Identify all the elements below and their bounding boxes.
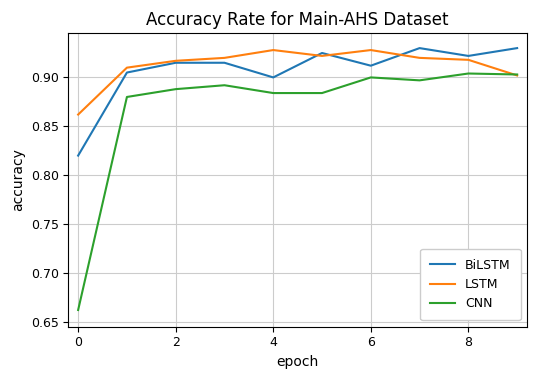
CNN bbox=[75, 308, 81, 312]
BiLSTM bbox=[221, 60, 228, 65]
LSTM bbox=[124, 65, 130, 70]
LSTM bbox=[75, 112, 81, 117]
Line: BiLSTM: BiLSTM bbox=[78, 48, 517, 155]
LSTM bbox=[416, 55, 423, 60]
LSTM bbox=[465, 57, 472, 62]
LSTM bbox=[221, 55, 228, 60]
BiLSTM bbox=[75, 153, 81, 158]
CNN bbox=[514, 72, 520, 77]
CNN bbox=[270, 91, 277, 95]
BiLSTM bbox=[270, 75, 277, 80]
BiLSTM bbox=[319, 51, 325, 55]
CNN bbox=[124, 95, 130, 99]
LSTM bbox=[367, 48, 374, 52]
CNN bbox=[465, 71, 472, 76]
CNN bbox=[319, 91, 325, 95]
LSTM bbox=[319, 54, 325, 58]
CNN bbox=[173, 87, 179, 92]
LSTM bbox=[270, 48, 277, 52]
Y-axis label: accuracy: accuracy bbox=[11, 149, 25, 211]
BiLSTM bbox=[173, 60, 179, 65]
Line: LSTM: LSTM bbox=[78, 50, 517, 114]
CNN bbox=[367, 75, 374, 80]
CNN bbox=[416, 78, 423, 82]
BiLSTM bbox=[367, 63, 374, 68]
BiLSTM bbox=[514, 46, 520, 51]
BiLSTM bbox=[124, 70, 130, 75]
Line: CNN: CNN bbox=[78, 73, 517, 310]
X-axis label: epoch: epoch bbox=[277, 355, 318, 369]
Legend: BiLSTM, LSTM, CNN: BiLSTM, LSTM, CNN bbox=[420, 249, 521, 320]
LSTM bbox=[173, 59, 179, 63]
BiLSTM bbox=[416, 46, 423, 51]
Title: Accuracy Rate for Main-AHS Dataset: Accuracy Rate for Main-AHS Dataset bbox=[146, 11, 449, 29]
CNN bbox=[221, 83, 228, 87]
LSTM bbox=[514, 73, 520, 78]
BiLSTM bbox=[465, 54, 472, 58]
